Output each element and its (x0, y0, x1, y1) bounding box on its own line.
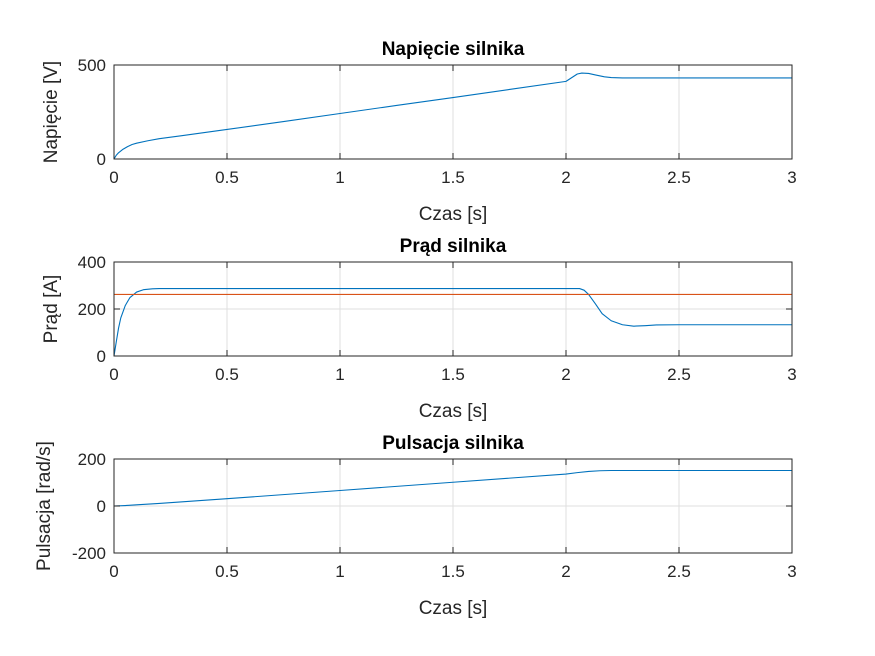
x-axis-label: Czas [s] (419, 204, 488, 225)
x-tick-label: 2 (561, 168, 570, 187)
x-tick-label: 1 (335, 562, 344, 581)
x-tick-label: 0.5 (215, 168, 239, 187)
x-tick-label: 0.5 (215, 562, 239, 581)
x-tick-label: 2 (561, 562, 570, 581)
x-tick-label: 2 (561, 365, 570, 384)
y-axis-label: Napięcie [V] (41, 61, 62, 163)
x-axis-label: Czas [s] (419, 401, 488, 422)
series-line-1 (113, 72, 792, 160)
x-tick-label: 0 (109, 562, 118, 581)
x-tick-label: 3 (787, 562, 796, 581)
x-axis-label: Czas [s] (419, 598, 488, 619)
y-tick-label: 200 (78, 300, 106, 319)
x-tick-label: 2.5 (667, 365, 691, 384)
series-line-1 (113, 288, 792, 357)
plot-title: Prąd silnika (400, 236, 507, 257)
plot-title: Napięcie silnika (382, 39, 525, 60)
subplot-1: 0 0.5 1 1.5 2 2.5 3 0 500 Napięcie silnika Czas [s… (41, 39, 797, 225)
y-tick-label: 400 (78, 253, 106, 272)
y-axis-label: Pulsacja [rad/s] (34, 441, 55, 571)
y-tick-label: 500 (78, 56, 106, 75)
y-axis-label: Prąd [A] (41, 275, 62, 344)
x-tick-label: 0 (109, 365, 118, 384)
x-tick-label: 0.5 (215, 365, 239, 384)
plot-title: Pulsacja silnika (382, 433, 524, 454)
x-tick-label: 2.5 (667, 562, 691, 581)
y-tick-label: 0 (97, 497, 106, 516)
x-tick-label: 1.5 (441, 365, 465, 384)
x-tick-label: 3 (787, 365, 796, 384)
y-tick-label: -200 (72, 544, 106, 563)
x-tick-label: 0 (109, 168, 118, 187)
subplot-2: 0 0.5 1 1.5 2 2.5 3 0 200 400 Prąd silnika Czas [s]… (41, 236, 797, 422)
x-tick-label: 1 (335, 168, 344, 187)
y-tick-label: 0 (97, 347, 106, 366)
series-line-1 (113, 469, 792, 507)
x-tick-label: 1.5 (441, 562, 465, 581)
x-tick-label: 2.5 (667, 168, 691, 187)
x-tick-label: 3 (787, 168, 796, 187)
x-tick-label: 1 (335, 365, 344, 384)
y-tick-label: 0 (97, 150, 106, 169)
y-tick-label: 200 (78, 450, 106, 469)
x-tick-label: 1.5 (441, 168, 465, 187)
